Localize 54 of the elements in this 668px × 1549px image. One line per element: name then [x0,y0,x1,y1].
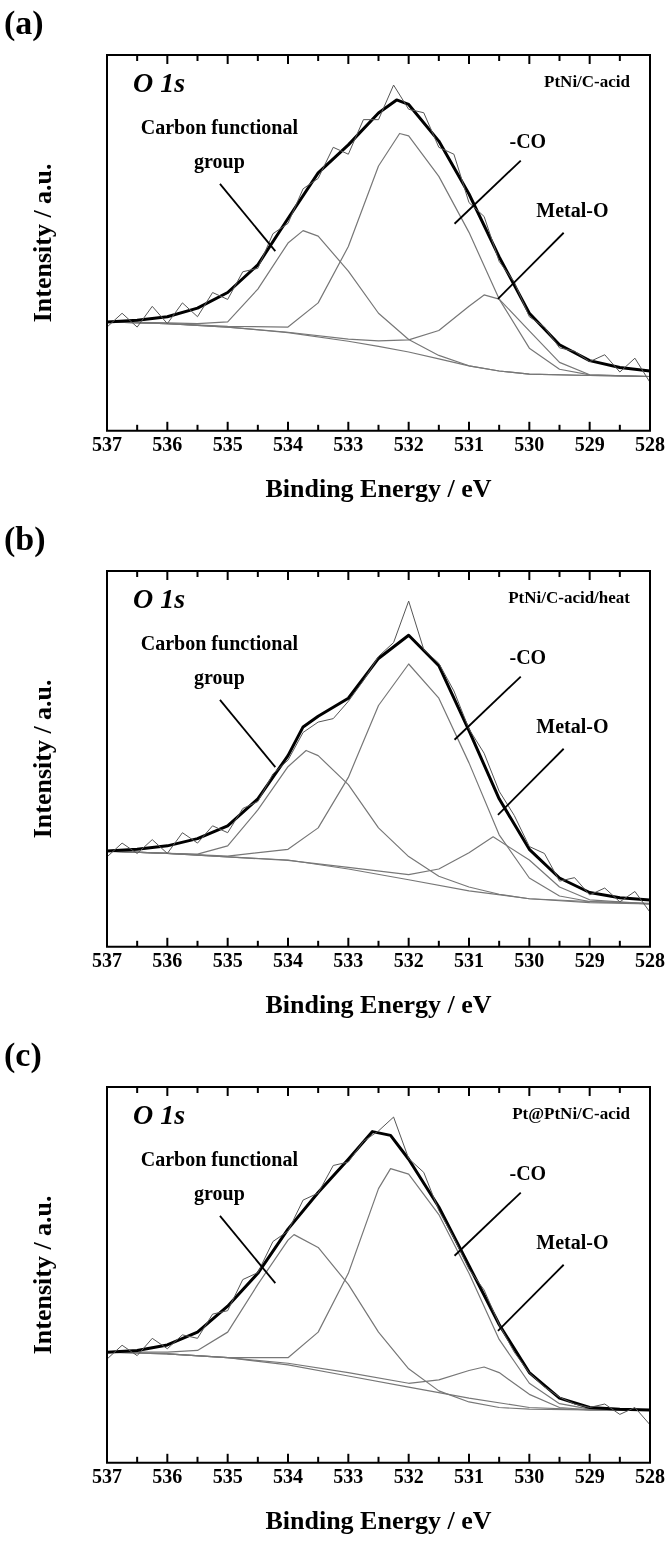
annotation: Pt@PtNi/C-acid [512,1104,631,1124]
annotation: PtNi/C-acid/heat [508,588,631,608]
x-tick-label: 534 [273,948,303,971]
x-tick-label: 529 [574,1464,605,1487]
x-tick-label: 535 [212,432,243,455]
y-axis-title: Intensity / a.u. [27,163,57,323]
x-tick-label: 537 [92,1464,122,1487]
x-tick-label: 535 [212,948,243,971]
x-tick-label: 536 [152,432,183,455]
x-tick-label: 533 [333,1464,364,1487]
x-tick-label: 531 [454,948,484,971]
annotation: O 1s [133,67,186,99]
annotation: O 1s [133,1099,186,1131]
x-tick-label: 528 [635,948,665,971]
annotation: Carbon functional group [140,1148,299,1206]
annotation: PtNi/C-acid [544,72,631,92]
x-tick-label: 531 [454,1464,484,1487]
x-tick-label: 533 [333,948,364,971]
annotation: -CO [509,130,547,153]
x-tick-label: 528 [635,432,665,455]
x-tick-label: 535 [212,1464,243,1487]
x-tick-label: 530 [514,432,545,455]
y-axis-title: Intensity / a.u. [27,679,57,839]
x-tick-label: 536 [152,1464,183,1487]
x-tick-label: 532 [393,1464,424,1487]
x-tick-label: 529 [574,948,605,971]
x-tick-label: 530 [514,1464,545,1487]
annotation: O 1s [133,583,186,615]
annotation: -CO [509,646,547,669]
chart-title: (c) [4,1035,42,1074]
x-tick-label: 532 [393,432,424,455]
chart-title: (a) [4,3,44,42]
x-axis-title: Binding Energy / eV [265,990,492,1020]
annotation: Metal-O [536,199,609,222]
annotation: Carbon functional group [140,116,299,174]
x-tick-label: 532 [393,948,424,971]
x-tick-label: 533 [333,432,364,455]
chart-title: (b) [4,519,46,558]
annotation: Metal-O [536,715,609,738]
y-axis-title: Intensity / a.u. [27,1195,57,1355]
x-tick-label: 537 [92,948,122,971]
annotation: -CO [509,1162,547,1185]
x-tick-label: 536 [152,948,183,971]
annotation: Metal-O [536,1231,609,1254]
x-tick-label: 531 [454,432,484,455]
x-axis-title: Binding Energy / eV [265,474,492,504]
x-tick-label: 529 [574,432,605,455]
x-tick-label: 530 [514,948,545,971]
x-tick-label: 534 [273,1464,303,1487]
x-tick-label: 537 [92,432,122,455]
x-tick-label: 534 [273,432,303,455]
x-axis-title: Binding Energy / eV [265,1506,492,1536]
x-tick-label: 528 [635,1464,665,1487]
annotation: Carbon functional group [140,632,299,690]
